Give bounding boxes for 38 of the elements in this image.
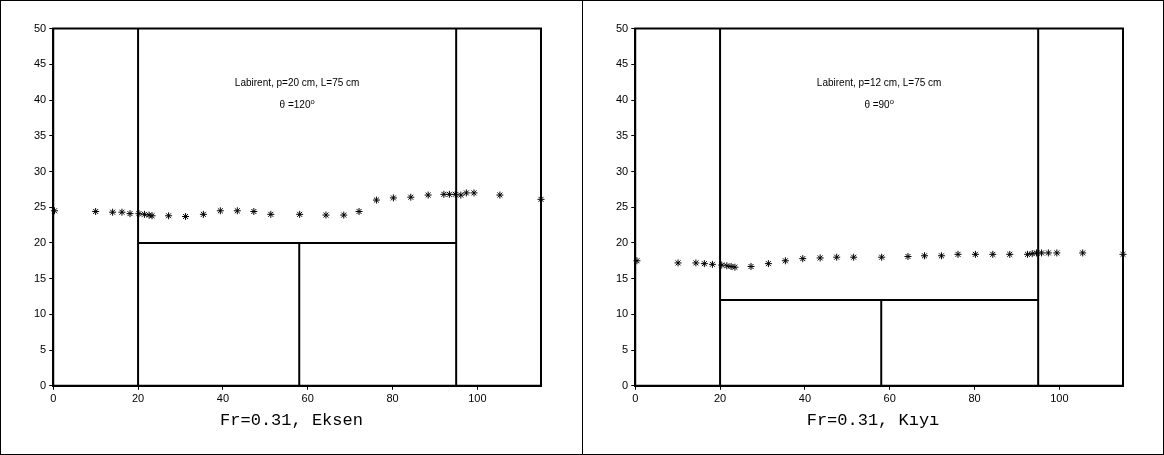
y-tick-label: 20	[615, 235, 629, 248]
y-tick-label: 50	[615, 21, 629, 34]
x-tick-label: 20	[131, 392, 145, 405]
y-tick-label: 40	[33, 93, 47, 106]
y-tick-label: 40	[615, 93, 629, 106]
y-tick-label: 20	[33, 235, 47, 248]
x-tick-label: 60	[883, 392, 896, 405]
y-tick-label: 0	[40, 378, 47, 391]
x-tick-label: 60	[301, 392, 314, 405]
x-tick-label: 80	[386, 392, 399, 405]
x-tick-label: 20	[713, 392, 727, 405]
y-tick-label: 45	[615, 57, 629, 70]
x-tick-label: 0	[632, 392, 639, 405]
y-tick-label: 30	[615, 164, 629, 177]
y-tick-label: 10	[33, 307, 47, 320]
y-tick-label: 30	[33, 164, 47, 177]
annotation: Labirent, p=12 cm, L=75 cm	[816, 77, 942, 89]
y-tick-label: 35	[33, 128, 47, 141]
y-tick-label: 5	[622, 343, 629, 356]
text: Fr=0.31, Kıyı	[805, 411, 941, 430]
y-tick-label: 0	[622, 378, 629, 391]
y-tick-label: 25	[33, 200, 47, 213]
y-tick-label: 15	[33, 271, 47, 284]
text: Fr=0.31, Eksen	[219, 411, 364, 430]
x-tick-label: 40	[798, 392, 812, 405]
y-tick-label: 25	[615, 200, 629, 213]
y-tick-label: 50	[33, 21, 47, 34]
y-tick-label: 5	[40, 343, 47, 356]
x-tick-label: 100	[468, 392, 487, 405]
y-tick-label: 15	[615, 271, 629, 284]
x-tick-label: 100	[1050, 392, 1069, 405]
x-tick-label: 0	[50, 392, 57, 405]
x-tick-label: 80	[968, 392, 981, 405]
annotation: Labirent, p=20 cm, L=75 cm	[234, 77, 360, 89]
y-tick-label: 35	[615, 128, 629, 141]
x-tick-label: 40	[216, 392, 230, 405]
y-tick-label: 10	[615, 307, 629, 320]
y-tick-label: 45	[33, 57, 47, 70]
